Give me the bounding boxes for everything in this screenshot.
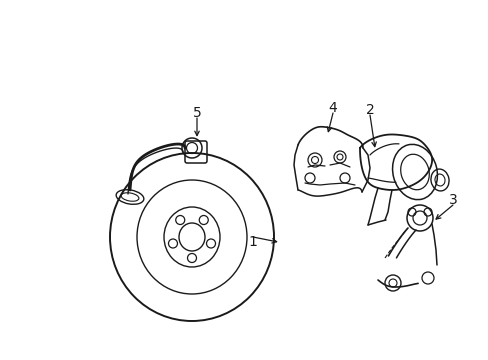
Text: 1: 1 [248, 235, 257, 249]
Text: 3: 3 [447, 193, 456, 207]
Text: 5: 5 [192, 106, 201, 120]
Text: 4: 4 [328, 101, 337, 115]
Text: 2: 2 [365, 103, 374, 117]
